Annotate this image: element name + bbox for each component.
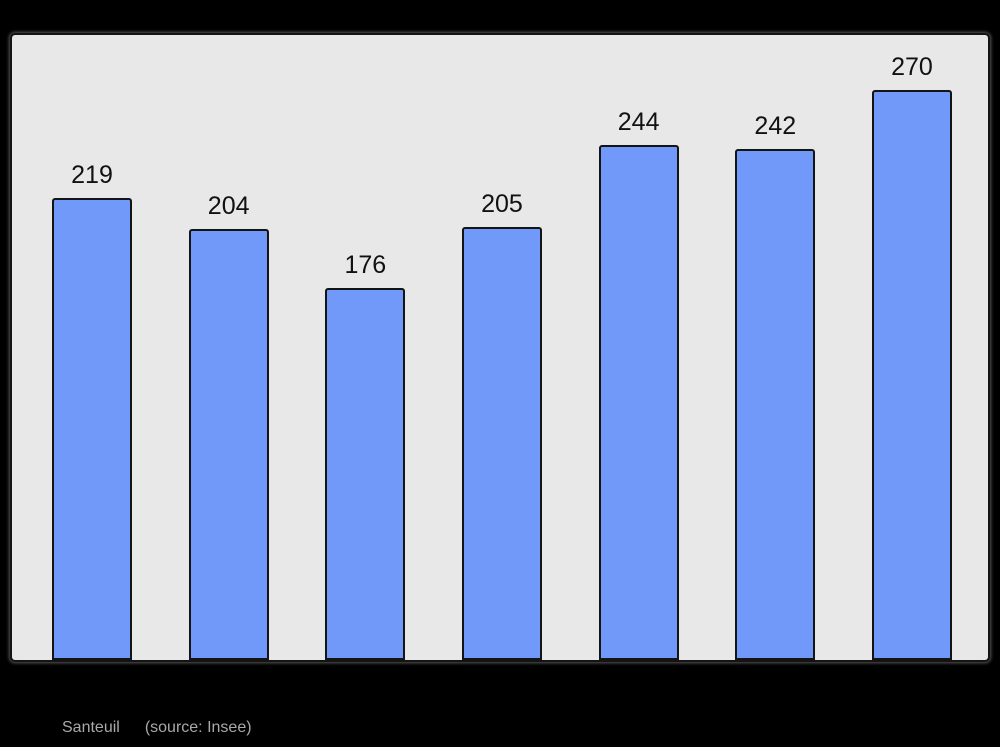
bars-container: 219 204 176 205 244 242 270 <box>52 35 952 660</box>
bar <box>188 229 269 660</box>
bar <box>461 227 542 660</box>
bar-value-label: 219 <box>71 160 113 189</box>
bar-value-label: 244 <box>617 107 660 136</box>
bar-value-label: 205 <box>481 189 523 218</box>
chart-caption: Santeuil (source: Insee) <box>62 719 252 737</box>
bar-value-label: 204 <box>207 191 250 220</box>
bar <box>871 90 952 660</box>
bar <box>598 145 679 660</box>
bar <box>735 149 816 660</box>
bar <box>52 198 132 660</box>
bar-slot: 205 <box>461 189 542 660</box>
bar-slot: 242 <box>735 111 816 660</box>
bar-value-label: 270 <box>891 52 933 81</box>
bar-value-label: 242 <box>754 111 797 140</box>
caption-title: Santeuil <box>62 719 120 736</box>
bar-slot: 176 <box>325 250 406 660</box>
plot-area: 219 204 176 205 244 242 270 <box>10 33 990 662</box>
caption-source: (source: Insee) <box>144 719 252 736</box>
bar-slot: 270 <box>871 52 952 660</box>
bar-slot: 244 <box>598 107 679 660</box>
bar-value-label: 176 <box>344 250 387 279</box>
bar-slot: 219 <box>52 160 132 660</box>
bar-slot: 204 <box>188 191 269 660</box>
bar <box>325 288 406 660</box>
